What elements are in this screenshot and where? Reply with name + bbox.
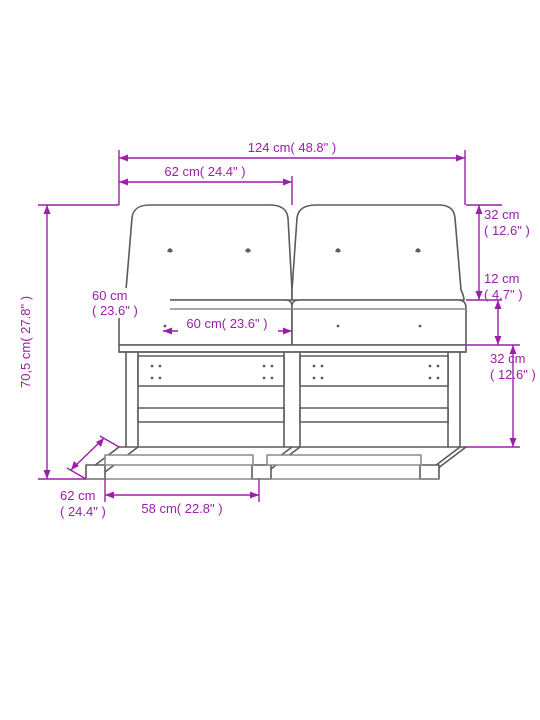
label-right-32b-in: ( 12.6" ) (490, 367, 536, 382)
label-depth-in: ( 24.4" ) (60, 504, 106, 519)
diagram-stage: 124 cm( 48.8" ) 62 cm( 24.4" ) 32 cm ( 1… (0, 0, 540, 720)
dim-right-12: 12 cm ( 4.7" ) (466, 271, 523, 345)
label-depth-cm: 62 cm (60, 488, 95, 503)
label-total-width: 124 cm( 48.8" ) (248, 140, 336, 155)
seat-cushion-right (292, 300, 466, 345)
label-seat-width: 60 cm( 23.6" ) (186, 316, 267, 331)
dim-frame-width: 58 cm( 22.8" ) (105, 479, 259, 516)
dim-seat-width: 60 cm( 23.6" ) (163, 316, 292, 335)
dim-half-width: 62 cm( 24.4" ) (119, 164, 292, 205)
label-right-12-in: ( 4.7" ) (484, 287, 523, 302)
label-cushion-depth-cm: 60 cm (92, 288, 127, 303)
wood-frame (86, 352, 466, 479)
label-half-width: 62 cm( 24.4" ) (164, 164, 245, 179)
dim-cushion-depth: 60 cm ( 23.6" ) (88, 288, 170, 318)
label-cushion-depth-in: ( 23.6" ) (92, 303, 138, 318)
label-right-32b-cm: 32 cm (490, 351, 525, 366)
label-frame-width: 58 cm( 22.8" ) (141, 501, 222, 516)
label-right-12-cm: 12 cm (484, 271, 519, 286)
back-cushion-right (292, 205, 464, 300)
dim-right-32-bottom: 32 cm ( 12.6" ) (466, 345, 536, 447)
label-right-32-top-cm: 32 cm (484, 207, 519, 222)
label-total-height: 70,5 cm( 27.8" ) (18, 296, 33, 388)
label-right-32-top-in: ( 12.6" ) (484, 223, 530, 238)
sofa-drawing (86, 205, 466, 479)
seat-front-lip (119, 345, 466, 352)
dimension-diagram: 124 cm( 48.8" ) 62 cm( 24.4" ) 32 cm ( 1… (0, 0, 540, 720)
back-cushion-left (122, 205, 292, 300)
